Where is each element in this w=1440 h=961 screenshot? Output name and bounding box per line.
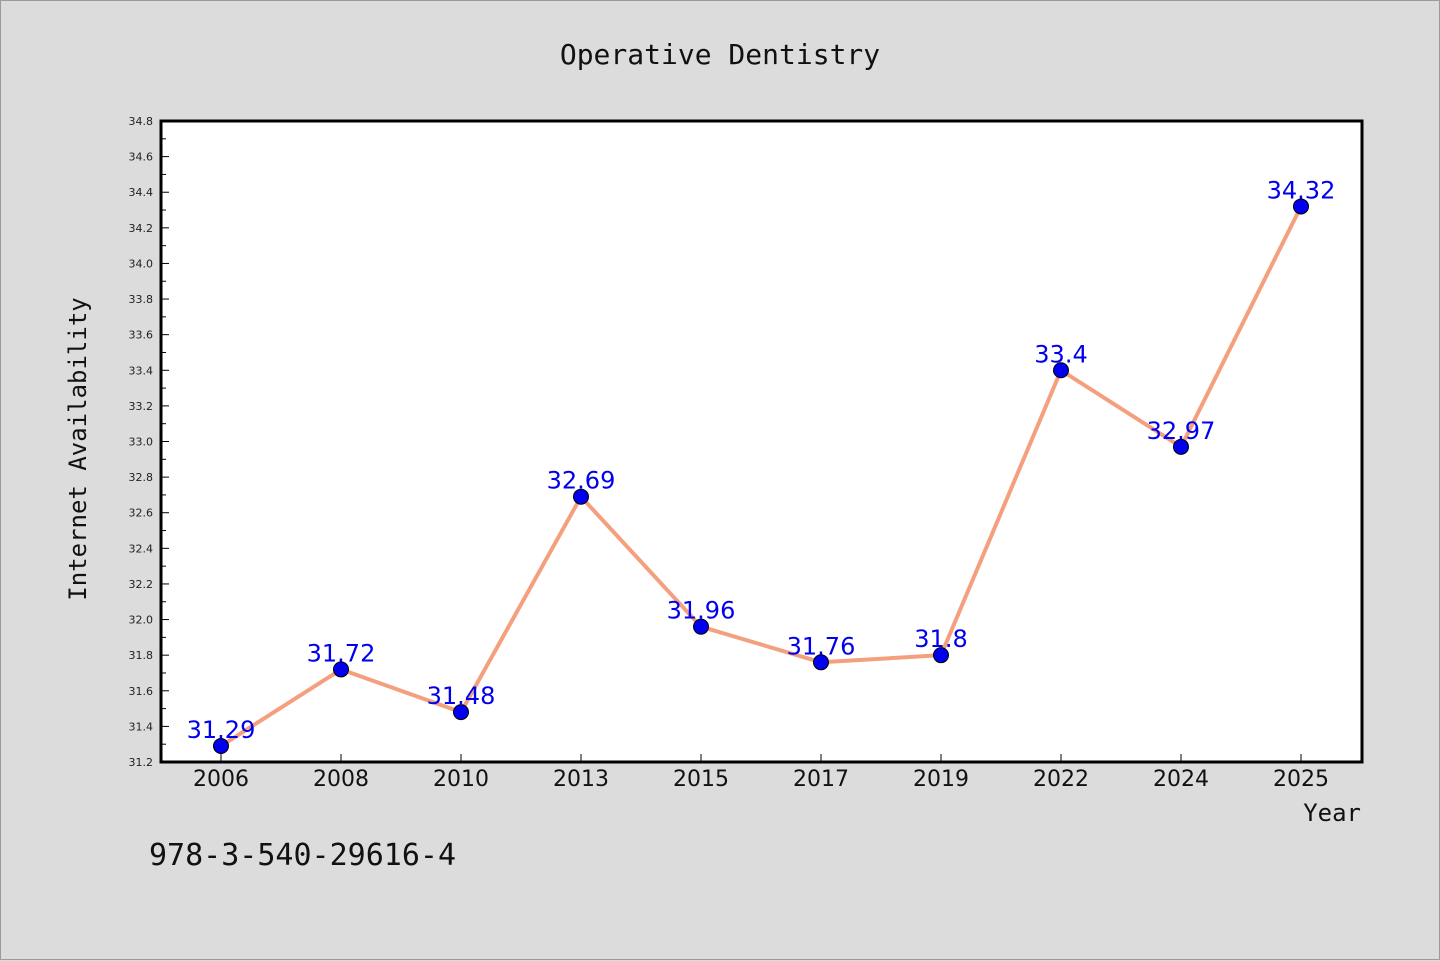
data-point (213, 737, 229, 754)
y-tick-label: 32.0 (129, 614, 154, 627)
y-tick-label: 31.2 (129, 756, 154, 769)
data-point (333, 661, 349, 678)
y-tick-label: 31.4 (129, 720, 154, 733)
x-tick-label: 2025 (1273, 767, 1329, 792)
data-point (573, 488, 589, 505)
footnote-text: 978-3-540-29616-4 (149, 838, 456, 873)
y-tick-label: 32.8 (129, 471, 154, 484)
x-tick-label: 2006 (193, 767, 249, 792)
y-axis: 31.2 31.4 31.6 31.8 32.0 32.2 32.4 32.6 32.8 33.0… (129, 115, 169, 769)
data-point (693, 618, 709, 635)
data-label: 34.32 (1267, 176, 1336, 204)
x-tick-label: 2019 (913, 767, 969, 792)
data-point (813, 654, 829, 671)
data-label: 32.97 (1147, 417, 1216, 445)
x-tick-label: 2017 (793, 767, 849, 792)
x-tick-label: 2008 (313, 767, 369, 792)
data-label: 31.48 (427, 682, 496, 710)
y-tick-label: 32.2 (129, 578, 154, 591)
series-line-group: 31.29 31.72 31.48 32.69 31.96 31.76 31.8 33.4 32… (187, 176, 1336, 754)
data-point (1293, 198, 1309, 215)
y-axis-label: Internet Availability (64, 297, 92, 600)
x-axis: 2006 2008 2010 2013 2015 2017 2019 2022 2024 2025 (193, 754, 1329, 792)
y-tick-label: 33.4 (129, 364, 154, 377)
y-tick-label: 34.6 (129, 151, 154, 164)
x-axis-label: Year (1303, 799, 1361, 827)
data-label: 31.72 (307, 639, 376, 667)
series-line (219, 205, 1303, 748)
chart-title: Operative Dentistry (560, 38, 880, 71)
data-point (1053, 362, 1069, 379)
y-tick-label: 34.8 (129, 115, 154, 128)
y-tick-label: 34.2 (129, 222, 154, 235)
y-tick-label: 32.6 (129, 507, 154, 520)
data-label: 31.8 (914, 625, 967, 653)
data-label: 32.69 (547, 467, 616, 495)
y-tick-label: 34.0 (129, 257, 154, 270)
data-point (933, 647, 949, 664)
plot-area (159, 119, 1364, 764)
y-tick-label: 33.0 (129, 436, 154, 449)
x-tick-label: 2010 (433, 767, 489, 792)
y-tick-label: 33.2 (129, 400, 154, 413)
y-tick-label: 33.8 (129, 293, 154, 306)
y-tick-label: 33.6 (129, 329, 154, 342)
data-label: 31.76 (787, 632, 856, 660)
y-tick-label: 31.8 (129, 649, 154, 662)
x-tick-label: 2024 (1153, 767, 1209, 792)
data-label: 31.96 (667, 597, 736, 625)
data-label: 33.4 (1034, 340, 1087, 368)
data-point (1173, 438, 1189, 455)
data-label: 31.29 (187, 716, 256, 744)
data-point (453, 704, 469, 721)
y-tick-label: 34.4 (129, 186, 154, 199)
x-tick-label: 2015 (673, 767, 729, 792)
x-tick-label: 2013 (553, 767, 609, 792)
x-tick-label: 2022 (1033, 767, 1089, 792)
y-tick-label: 31.6 (129, 685, 154, 698)
y-tick-label: 32.4 (129, 542, 154, 555)
